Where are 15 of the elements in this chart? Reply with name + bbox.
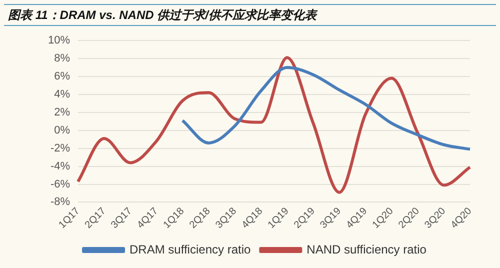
y-tick-label: 4% (54, 88, 70, 101)
legend-label: NAND sufficiency ratio (306, 242, 427, 256)
y-tick-label: 2% (54, 106, 70, 118)
y-tick-label: -8% (50, 196, 70, 208)
line-series (181, 66, 472, 151)
y-tick-label: -6% (50, 178, 70, 190)
y-tick-label: 10% (48, 34, 70, 47)
y-tick-label: -2% (50, 142, 70, 154)
y-tick-label: -4% (50, 160, 70, 172)
legend-label: DRAM sufficiency ratio (130, 242, 251, 256)
y-tick-label: 6% (54, 70, 70, 83)
chart-title: 图表 11：DRAM vs. NAND 供过于求/供不应求比率变化表 (4, 4, 496, 26)
y-tick-label: 8% (54, 52, 70, 65)
y-tick-label: 0% (54, 124, 70, 136)
line-series (76, 56, 472, 194)
